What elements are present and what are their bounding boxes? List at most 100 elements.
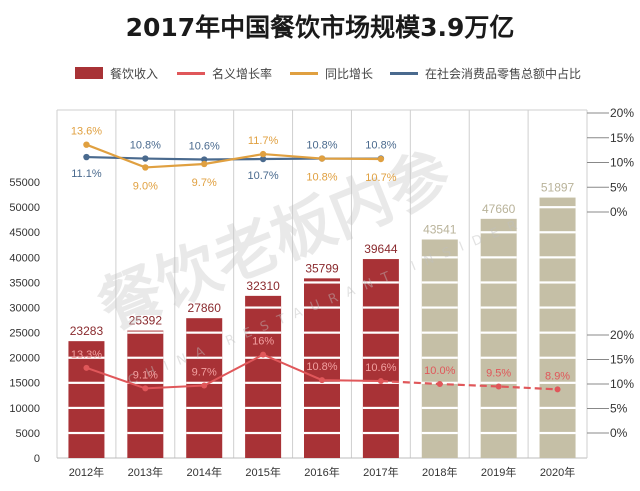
revenue-bar — [421, 239, 458, 458]
bar-value-label: 51897 — [541, 181, 575, 195]
left-axis-tick-label: 40000 — [9, 252, 40, 264]
nominal-growth-label: 13.3% — [71, 349, 102, 361]
left-axis-tick-label: 50000 — [9, 202, 40, 214]
left-axis-tick-label: 55000 — [9, 177, 40, 189]
bar-stripe — [362, 406, 399, 410]
lower-right-tick-label: 0% — [610, 426, 628, 440]
nominal-growth-label: 10.6% — [365, 362, 396, 374]
bar-stripe — [539, 406, 576, 410]
bar-stripe — [480, 331, 517, 334]
nominal-growth-label: 9.1% — [133, 369, 158, 381]
upper-right-tick-label: 10% — [610, 156, 634, 170]
share-label: 10.8% — [130, 140, 161, 152]
legend: 餐饮收入 名义增长率 同比增长 在社会消费品零售总额中占比 — [0, 63, 640, 83]
nominal-growth-point — [436, 381, 443, 387]
upper-right-tick-label: 0% — [610, 205, 628, 219]
share-point — [142, 155, 149, 162]
left-axis-tick-label: 20000 — [9, 353, 40, 365]
bar-stripe — [480, 256, 517, 259]
bar-stripe — [304, 431, 340, 435]
x-axis-tick-label: 2012年 — [69, 465, 104, 479]
bar-stripe — [245, 306, 282, 309]
nominal-growth-label: 8.9% — [545, 370, 570, 382]
revenue-bar — [127, 330, 164, 458]
nominal-growth-label: 9.5% — [486, 367, 511, 379]
nominal-growth-point — [142, 385, 149, 392]
yoy-growth-point — [83, 141, 90, 148]
bar-stripe — [245, 406, 282, 410]
bar-value-label: 35799 — [305, 261, 339, 275]
nominal-growth-line — [86, 353, 381, 390]
revenue-bar — [539, 197, 576, 458]
x-axis: 2012年 2013年 2014年 2015年 2016年 2017年 2018年 2019年… — [69, 465, 576, 479]
bar-stripe — [421, 431, 458, 435]
bar-value-label: 32310 — [246, 279, 280, 293]
legend-label-yoy-growth: 同比增长 — [325, 66, 374, 81]
share-label: 10.7% — [248, 170, 279, 182]
legend-swatch-share — [390, 71, 418, 75]
bar-stripe — [539, 381, 576, 384]
lower-right-tick-label: 10% — [610, 377, 634, 391]
bar-value-label: 27860 — [188, 301, 222, 315]
left-axis-tick-label: 10000 — [9, 403, 40, 415]
lower-right-tick-label: 5% — [610, 402, 628, 416]
legend-swatch-nominal-growth — [177, 71, 205, 75]
share-point — [201, 156, 208, 163]
left-axis-tick-label: 35000 — [9, 277, 40, 289]
bar-stripe — [421, 256, 458, 259]
yoy-growth-point — [377, 155, 385, 163]
bar-stripe — [480, 431, 517, 435]
share-point — [83, 153, 90, 161]
nominal-growth-point — [319, 377, 325, 384]
bar-stripe — [245, 331, 282, 334]
upper-right-tick-label: 15% — [610, 131, 634, 145]
legend-label-share: 在社会消费品零售总额中占比 — [425, 66, 582, 81]
bar-stripe — [421, 406, 458, 410]
legend-swatch-yoy-growth — [290, 71, 318, 75]
bar-stripe — [421, 281, 458, 284]
left-axis-tick-label: 25000 — [9, 328, 40, 340]
bar-stripe — [304, 356, 340, 359]
left-axis-tick-label: 0 — [34, 453, 40, 465]
yoy-growth-label: 11.7% — [248, 135, 279, 147]
lower-right-tick-label: 20% — [610, 328, 634, 342]
chart-title: 2017年中国餐饮市场规模3.9万亿 — [125, 13, 515, 42]
right-axis: 0% 5% 10% 15% 20% 0% 5% 10% 15% 20% — [586, 106, 634, 458]
bar-stripe — [362, 331, 399, 334]
bar-stripe — [539, 356, 576, 359]
bar-stripe — [127, 331, 164, 334]
bar-stripe — [186, 406, 223, 410]
upper-right-tick-label: 20% — [610, 106, 634, 120]
bar-stripe — [245, 356, 282, 359]
bar-stripe — [421, 306, 458, 309]
x-axis-tick-label: 2015年 — [245, 465, 280, 479]
x-axis-tick-label: 2020年 — [540, 465, 575, 479]
revenue-bar — [480, 218, 517, 458]
bar-stripe — [68, 431, 105, 435]
legend-item-revenue: 餐饮收入 — [75, 63, 158, 83]
share-point — [259, 155, 267, 163]
bar-stripe — [68, 406, 105, 410]
bar-stripe — [186, 331, 223, 334]
x-axis-tick-label: 2013年 — [128, 465, 163, 479]
bar-stripe — [362, 281, 399, 284]
bar-stripe — [480, 231, 517, 234]
left-axis-tick-label: 5000 — [16, 428, 40, 440]
left-axis-tick-label: 15000 — [9, 378, 40, 390]
growth-lines: 13.3% 9.1% 9.7% 16% 10.8% 10.6% 10.0% 9.5% 8.9% 1… — [71, 126, 570, 393]
revenue-bar — [245, 295, 282, 458]
share-label: 11.1% — [71, 168, 102, 180]
bar-stripe — [480, 406, 517, 410]
bar-stripe — [480, 381, 517, 384]
bar-value-label: 25392 — [129, 314, 163, 328]
x-axis-tick-label: 2018年 — [422, 465, 457, 479]
bar-stripe — [539, 281, 576, 284]
x-axis-tick-label: 2014年 — [186, 465, 221, 479]
bar-stripe — [68, 356, 105, 359]
x-axis-tick-label: 2016年 — [304, 465, 339, 479]
legend-item-yoy-growth: 同比增长 — [290, 63, 373, 83]
bar-stripe — [245, 381, 282, 384]
yoy-growth-label: 9.0% — [133, 180, 158, 192]
bar-value-label: 23283 — [70, 324, 104, 338]
